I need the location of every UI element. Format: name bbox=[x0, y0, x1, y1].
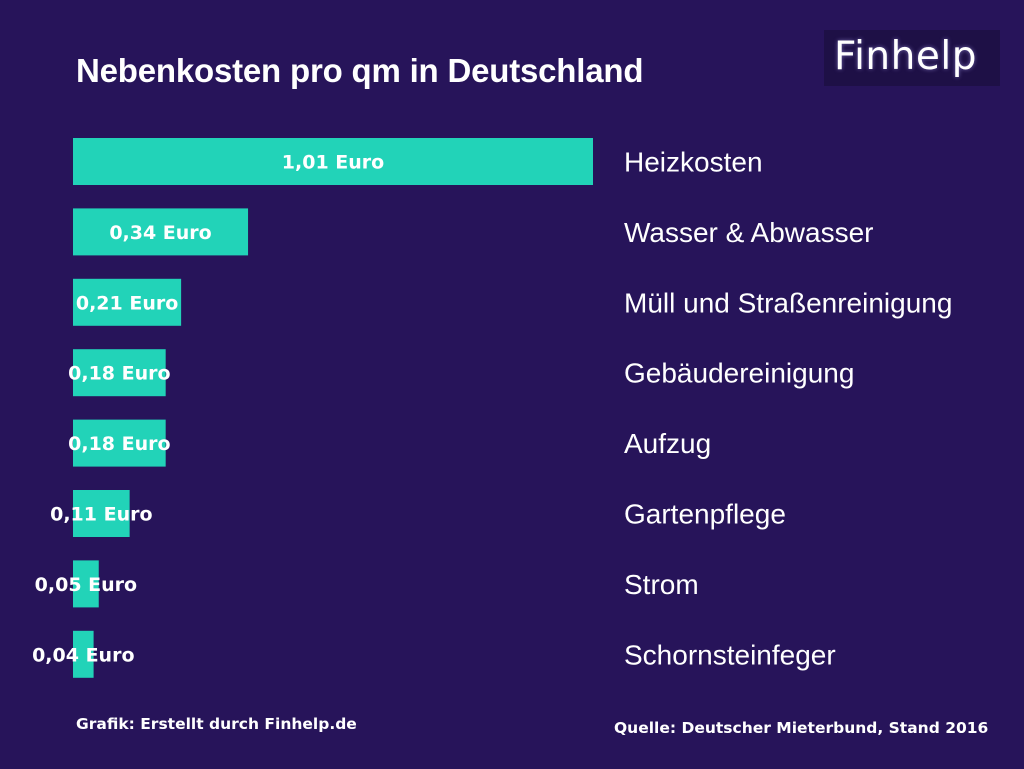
bar-value-label: 0,34 Euro bbox=[109, 222, 211, 244]
category-label: Aufzug bbox=[624, 428, 711, 459]
category-label: Wasser & Abwasser bbox=[624, 217, 873, 248]
category-label: Müll und Straßenreinigung bbox=[624, 287, 952, 318]
bar-value-label: 0,11 Euro bbox=[50, 504, 152, 526]
bar bbox=[73, 208, 249, 256]
bar bbox=[73, 349, 166, 397]
graphic-credit: Grafik: Erstellt durch Finhelp.de bbox=[76, 715, 357, 733]
category-label: Heizkosten bbox=[624, 147, 763, 178]
category-label: Schornsteinfeger bbox=[624, 639, 836, 670]
bar bbox=[73, 630, 94, 678]
bar-value-label: 0,18 Euro bbox=[68, 433, 170, 455]
bar bbox=[73, 278, 182, 326]
bar-value-label: 0,05 Euro bbox=[35, 574, 137, 596]
category-label: Strom bbox=[624, 569, 699, 600]
bar-value-label: 0,04 Euro bbox=[32, 644, 134, 666]
category-label: Gebäudereinigung bbox=[624, 358, 854, 389]
bar-value-label: 0,18 Euro bbox=[68, 363, 170, 385]
chart-title: Nebenkosten pro qm in Deutschland bbox=[76, 52, 644, 89]
finhelp-logo: Finhelp bbox=[824, 30, 1000, 86]
bar-value-label: 0,21 Euro bbox=[76, 292, 178, 314]
source-note: Quelle: Deutscher Mieterbund, Stand 2016 bbox=[614, 719, 989, 737]
bar bbox=[73, 138, 593, 185]
bar bbox=[73, 560, 99, 608]
bar bbox=[73, 490, 130, 537]
bar bbox=[73, 419, 166, 467]
category-label: Gartenpflege bbox=[624, 499, 786, 530]
logo-text: Finhelp bbox=[834, 34, 977, 79]
bar-value-label: 1,01 Euro bbox=[282, 152, 384, 174]
